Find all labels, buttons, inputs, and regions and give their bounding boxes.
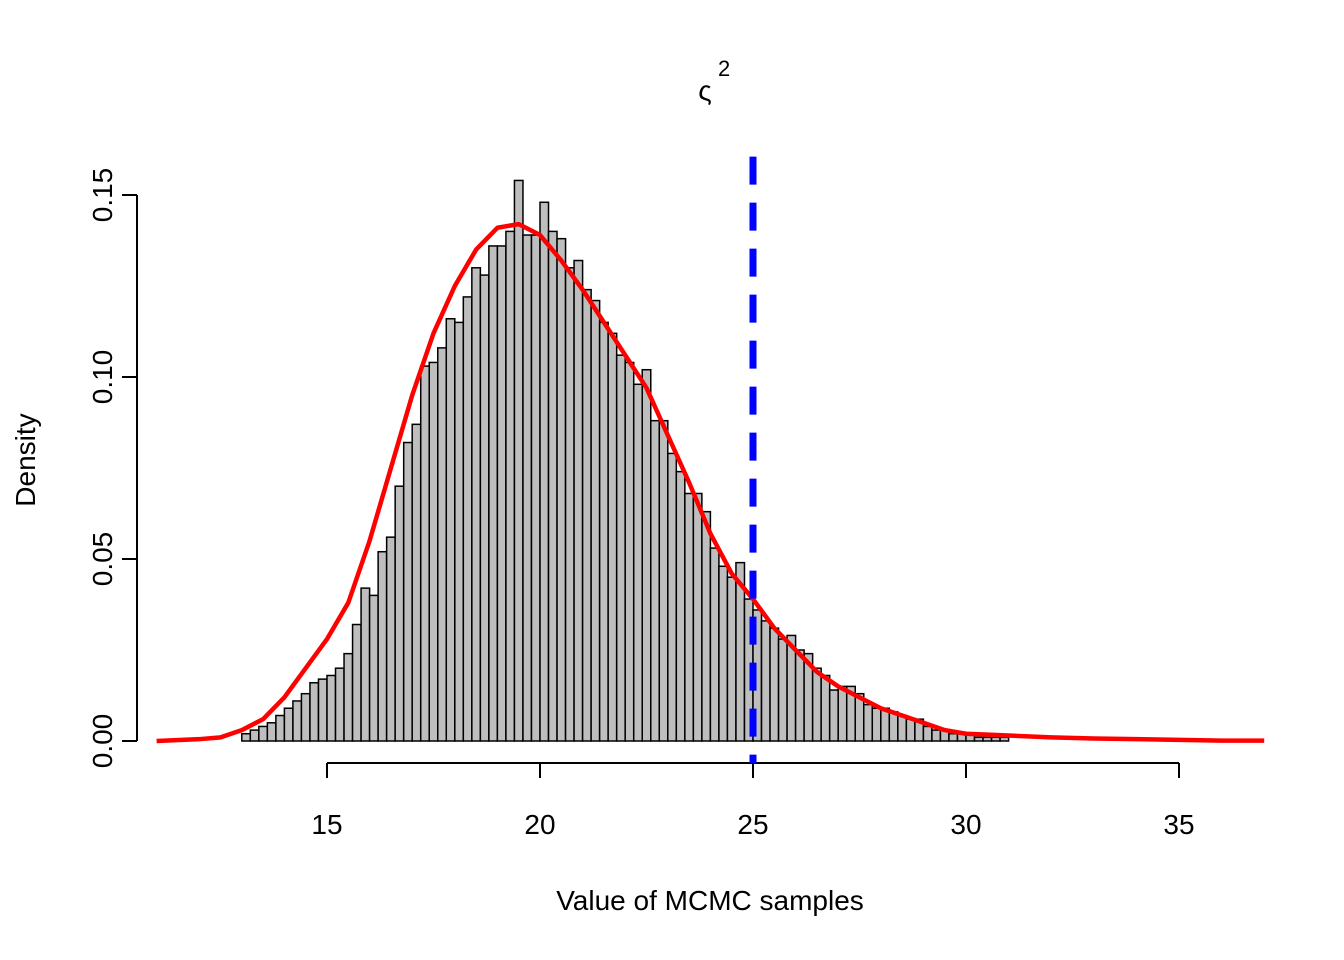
bar [650,419,661,742]
bar [922,725,933,742]
bar [454,321,465,742]
bar [794,649,805,742]
bar [437,347,448,742]
bar [837,685,848,742]
bar [300,692,311,742]
bar [488,245,499,742]
bar [863,703,874,742]
bar [479,274,490,742]
y-tick-label: 0.05 [87,532,118,587]
bar [249,729,260,742]
bar [402,441,413,742]
bar [471,267,482,742]
bar [343,652,354,742]
bar [385,536,396,742]
bar [428,361,439,742]
bar [615,354,626,742]
bar [539,201,550,742]
bar [811,667,822,742]
bar [598,321,609,742]
bar [292,700,303,742]
bar [530,234,541,742]
bar [547,230,558,742]
bar [445,318,456,742]
bar [522,234,533,742]
x-tick-label: 15 [311,809,342,840]
bar [505,230,516,742]
bar [709,547,720,742]
bar [718,565,729,742]
bar [275,714,286,742]
bar [684,492,695,742]
bar [462,296,473,742]
bar [999,736,1010,742]
y-tick-label: 0.15 [87,168,118,223]
bar [905,718,916,742]
bar [283,707,294,742]
bar [360,587,371,742]
y-tick-label: 0.00 [87,714,118,769]
chart-title-superscript: 2 [718,56,730,81]
x-tick-label: 25 [737,809,768,840]
bar [556,237,567,742]
bar [564,267,575,742]
bar [513,179,524,742]
bar [266,722,277,742]
bar [607,332,618,742]
bar [581,288,592,742]
bar [667,452,678,742]
bar [351,623,362,742]
y-tick-label: 0.10 [87,350,118,405]
bar [624,361,635,742]
bar [990,736,1001,742]
x-tick-label: 30 [950,809,981,840]
x-tick-label: 35 [1163,809,1194,840]
bar [897,714,908,742]
bar [658,419,669,742]
bar [948,732,959,742]
bar [309,682,320,742]
bar [496,245,507,742]
bar [692,492,703,742]
bar [590,299,601,742]
bar [931,729,942,742]
bar [241,732,252,742]
bar [632,383,643,742]
bar [777,638,788,742]
bar [973,736,984,742]
bar [326,674,337,742]
bar [982,736,993,742]
bar [573,259,584,742]
bar [888,711,899,742]
x-tick-label: 20 [524,809,555,840]
bar [871,707,882,742]
bar [419,365,430,742]
bar [411,423,422,742]
density-curve [156,221,1265,744]
bar [334,667,345,742]
bar [377,550,388,742]
bar [820,674,831,742]
x-axis-label: Value of MCMC samples [556,885,864,916]
bar [726,576,737,742]
bar [317,678,328,742]
chart-title: ς [698,75,712,106]
bar [641,368,652,742]
bar [394,485,405,742]
bar [368,594,379,742]
y-axis-label: Density [10,413,41,506]
bar [828,689,839,742]
bar [880,707,891,742]
bar [675,470,686,742]
bar [769,627,780,742]
bar [701,510,712,742]
bar [258,725,269,742]
bar [760,620,771,742]
